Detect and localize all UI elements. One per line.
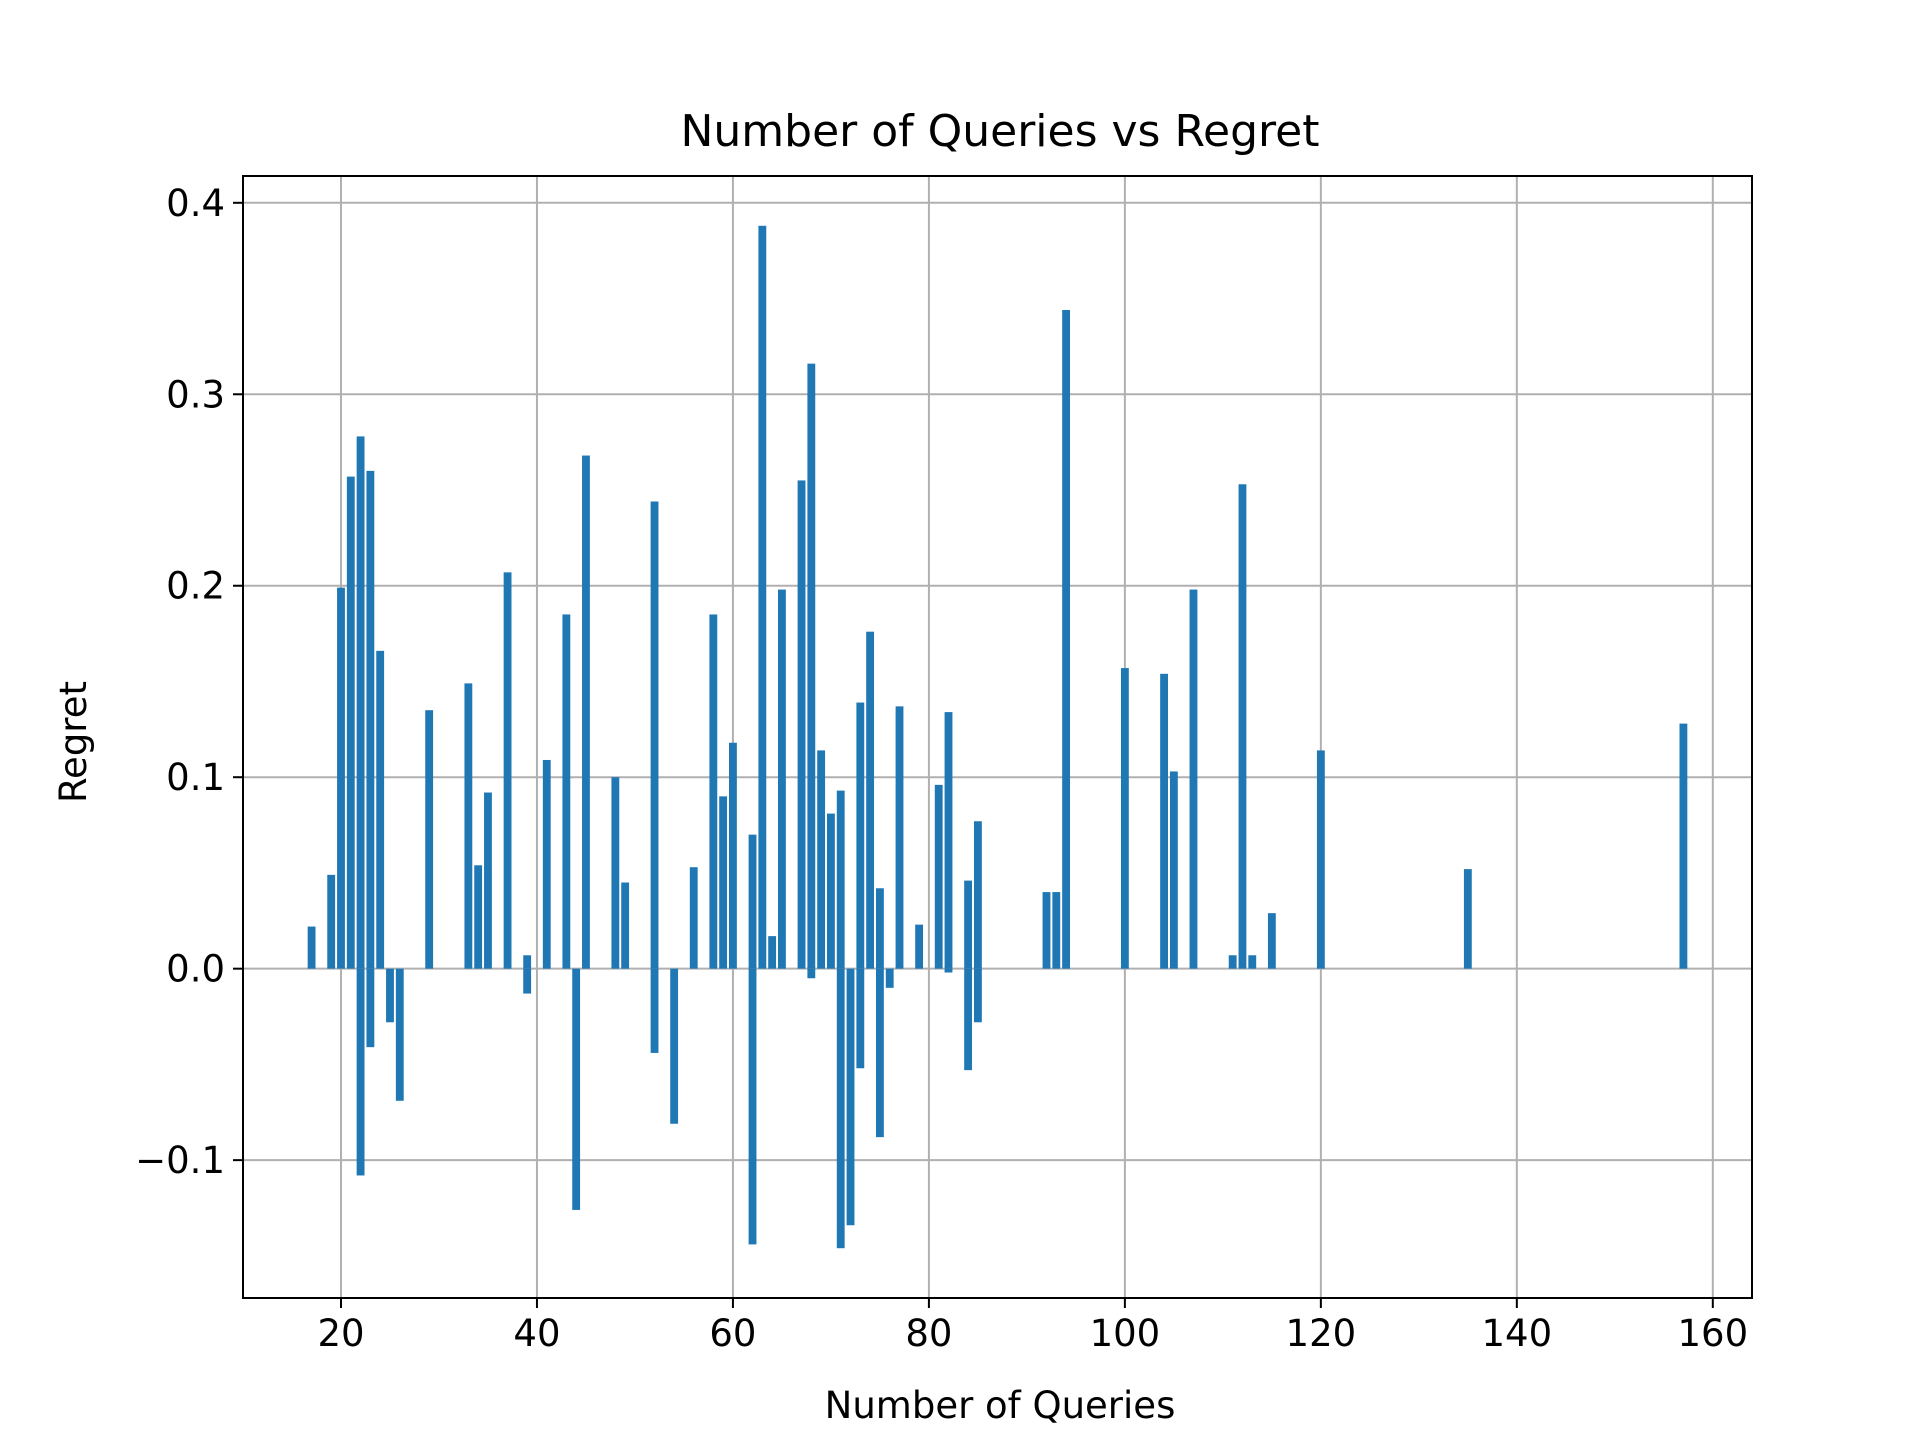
- bar: [503, 572, 512, 969]
- bar: [748, 834, 757, 969]
- bar: [827, 813, 835, 969]
- bar: [719, 796, 728, 969]
- bar: [1267, 913, 1276, 969]
- bar: [934, 784, 943, 969]
- bar: [1160, 673, 1168, 969]
- y-tick-label: 0.3: [166, 373, 225, 416]
- bar: [366, 968, 375, 1048]
- bar: [395, 968, 404, 1101]
- bar: [807, 363, 816, 969]
- bar: [797, 480, 806, 969]
- bar: [856, 702, 865, 969]
- bar: [944, 968, 953, 973]
- bar: [650, 501, 659, 969]
- y-tick-label: 0.0: [166, 948, 225, 991]
- bar: [425, 710, 434, 969]
- bar-series: [307, 225, 1688, 1249]
- bar: [376, 650, 385, 969]
- bar: [464, 683, 473, 969]
- bar: [356, 968, 365, 1176]
- x-axis-ticks: 20 40 60 80 100 120 140 160: [317, 1298, 1748, 1355]
- bar: [621, 882, 630, 969]
- bar: [846, 968, 855, 1226]
- bar: [895, 706, 904, 969]
- bar: [523, 955, 532, 969]
- bar: [1120, 668, 1129, 969]
- bar: [386, 968, 394, 1023]
- bar: [1052, 892, 1061, 969]
- bar: [807, 968, 816, 979]
- y-tick-label: 0.4: [166, 182, 225, 225]
- y-tick-label: 0.1: [166, 756, 225, 799]
- bar: [836, 790, 845, 969]
- bar: [778, 589, 786, 969]
- x-tick-label: 20: [317, 1312, 364, 1355]
- bar: [670, 968, 679, 1124]
- bar: [523, 968, 532, 994]
- bar: [689, 867, 698, 969]
- bar: [1042, 892, 1051, 969]
- bar: [572, 968, 581, 1210]
- x-tick-label: 40: [513, 1312, 560, 1355]
- bar: [836, 968, 845, 1249]
- bar: [1169, 771, 1178, 969]
- bar: [650, 968, 659, 1053]
- bar: [1238, 484, 1247, 969]
- bar: [748, 968, 757, 1245]
- x-tick-label: 120: [1286, 1312, 1357, 1355]
- x-tick-label: 100: [1090, 1312, 1161, 1355]
- bar: [875, 888, 884, 969]
- y-axis-title: Regret: [52, 681, 95, 803]
- bar: [337, 587, 345, 969]
- bar: [768, 936, 777, 969]
- bar: [729, 742, 737, 969]
- bar: [758, 225, 767, 969]
- bar: [964, 880, 973, 969]
- y-tick-label: −0.1: [135, 1139, 225, 1182]
- bar: [885, 968, 894, 988]
- bar: [1316, 750, 1325, 969]
- bar: [1189, 589, 1198, 969]
- bar: [366, 470, 375, 969]
- bar: [944, 712, 953, 969]
- y-tick-label: 0.2: [166, 565, 225, 608]
- bar: [866, 631, 875, 969]
- bar: [474, 865, 483, 969]
- bar: [582, 455, 590, 969]
- bar: [856, 968, 865, 1069]
- x-tick-label: 160: [1677, 1312, 1748, 1355]
- bar: [1679, 723, 1688, 969]
- bar: [817, 750, 826, 969]
- bar: [562, 614, 571, 969]
- bar: [327, 874, 336, 969]
- bar: [611, 777, 620, 969]
- x-axis-title: Number of Queries: [825, 1384, 1176, 1427]
- bar: [346, 476, 355, 969]
- x-tick-label: 140: [1482, 1312, 1553, 1355]
- bar: [1228, 955, 1237, 969]
- bar: [307, 926, 316, 969]
- bar: [973, 968, 982, 1023]
- bar: [709, 614, 718, 969]
- bar: [1248, 955, 1257, 969]
- bar: [973, 821, 982, 969]
- bar: [875, 968, 884, 1138]
- bar: [1062, 310, 1071, 969]
- x-tick-label: 80: [905, 1312, 952, 1355]
- y-axis-ticks: −0.1 0.0 0.1 0.2 0.3 0.4: [135, 182, 243, 1182]
- bar: [964, 968, 973, 1071]
- plot-frame: [242, 175, 1753, 1299]
- bar: [915, 924, 924, 969]
- bar: [356, 436, 365, 969]
- bar: [542, 759, 551, 969]
- bar: [484, 792, 492, 969]
- bar: [1463, 869, 1472, 969]
- x-tick-label: 60: [709, 1312, 756, 1355]
- chart-title: Number of Queries vs Regret: [680, 106, 1319, 157]
